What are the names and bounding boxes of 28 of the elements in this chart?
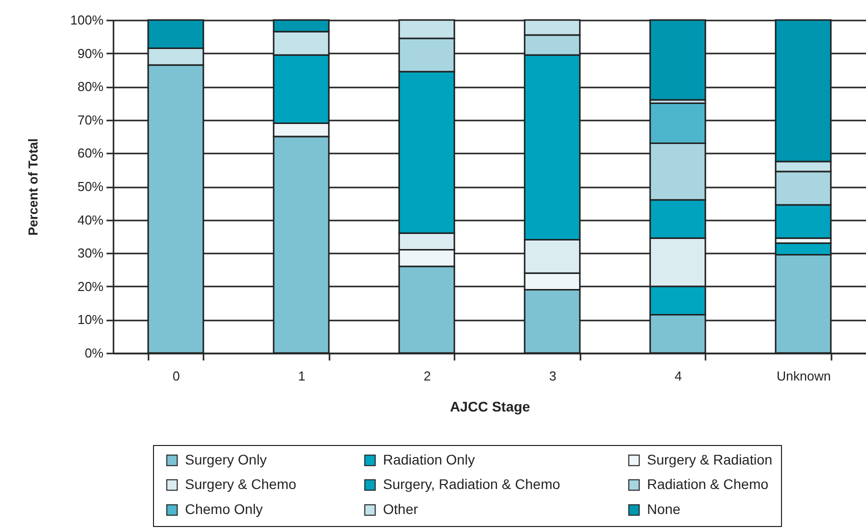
- y-tick-label: 20%: [77, 278, 104, 294]
- legend-label: Other: [383, 501, 418, 517]
- y-tick-label: 50%: [77, 179, 104, 194]
- y-tick-label: 90%: [77, 46, 104, 61]
- y-tick-label: 80%: [77, 79, 104, 94]
- x-tick-label: 4: [674, 368, 682, 384]
- y-tick-label: 30%: [77, 246, 104, 261]
- y-tick-label: 70%: [77, 112, 104, 128]
- legend-label: Radiation & Chemo: [647, 476, 769, 492]
- x-tick-label: Unknown: [776, 368, 831, 384]
- y-tick-label: 100%: [70, 12, 104, 28]
- x-tick-label: 1: [298, 368, 306, 384]
- x-tick-label: 2: [424, 368, 431, 384]
- legend-label: Surgery & Radiation: [647, 451, 772, 468]
- x-tick-label: 3: [549, 368, 556, 384]
- y-tick-label: 10%: [77, 312, 104, 328]
- x-tick-label: 0: [172, 368, 180, 384]
- legend-label: Surgery & Chemo: [185, 476, 296, 492]
- y-tick-label: 60%: [77, 146, 104, 161]
- x-axis-title: AJCC Stage: [450, 398, 530, 414]
- legend-label: Surgery, Radiation & Chemo: [383, 476, 560, 492]
- legend-label: None: [647, 501, 681, 517]
- legend-label: Chemo Only: [185, 501, 263, 517]
- legend-label: Radiation Only: [383, 451, 475, 468]
- y-tick-label: 40%: [77, 212, 104, 228]
- legend-label: Surgery Only: [185, 451, 267, 468]
- y-axis-title: Percent of Total: [25, 138, 40, 236]
- y-tick-label: 0%: [84, 346, 104, 360]
